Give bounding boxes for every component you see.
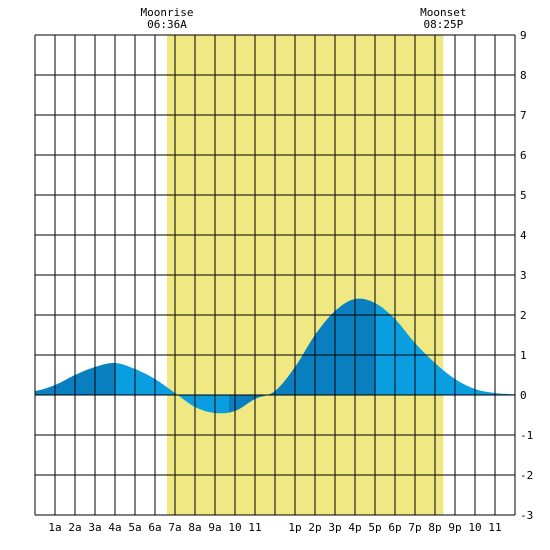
x-tick-label: 9a: [208, 521, 221, 534]
y-tick-label: 4: [520, 229, 527, 242]
x-tick-label: 2p: [308, 521, 321, 534]
x-tick-label: 9p: [448, 521, 461, 534]
label-layer: Moonrise 06:36A Moonset 08:25P 1a 2a 3a 4a 5…: [48, 6, 533, 534]
x-tick-label: 6a: [148, 521, 161, 534]
moonset-label: Moonset: [420, 6, 466, 19]
moonrise-time: 06:36A: [147, 18, 187, 31]
tide-falling-area: [375, 303, 515, 395]
y-tick-label: 2: [520, 309, 527, 322]
x-tick-label: 3p: [328, 521, 341, 534]
y-tick-label: 8: [520, 69, 527, 82]
x-tick-label: 10: [468, 521, 481, 534]
y-tick-label: 7: [520, 109, 527, 122]
x-tick-label: 7a: [168, 521, 181, 534]
x-tick-label: 4p: [348, 521, 361, 534]
x-tick-label: 7p: [408, 521, 421, 534]
moonset-time: 08:25P: [423, 18, 463, 31]
y-tick-label: 9: [520, 29, 527, 42]
y-tick-label: 1: [520, 349, 527, 362]
x-tick-label: 8p: [428, 521, 441, 534]
x-tick-label: 5a: [128, 521, 141, 534]
x-tick-label: 5p: [368, 521, 381, 534]
y-tick-label: -1: [520, 429, 533, 442]
x-tick-label: 11: [488, 521, 501, 534]
x-tick-label: 1a: [48, 521, 61, 534]
y-tick-label: -2: [520, 469, 533, 482]
x-tick-label: 10: [228, 521, 241, 534]
x-tick-label: 4a: [108, 521, 121, 534]
tide-falling-area: [115, 363, 229, 414]
x-tick-label: 3a: [88, 521, 101, 534]
moonrise-label: Moonrise: [141, 6, 194, 19]
x-tick-label: 11: [248, 521, 261, 534]
y-tick-label: 3: [520, 269, 527, 282]
x-tick-label: 6p: [388, 521, 401, 534]
y-tick-label: 6: [520, 149, 527, 162]
y-tick-label: -3: [520, 509, 533, 522]
y-tick-label: 0: [520, 389, 527, 402]
x-tick-label: 8a: [188, 521, 201, 534]
y-tick-label: 5: [520, 189, 527, 202]
x-tick-label: 2a: [68, 521, 81, 534]
x-tick-label: 1p: [288, 521, 301, 534]
tide-rising-area: [229, 298, 375, 413]
grid-layer: [34, 34, 516, 516]
